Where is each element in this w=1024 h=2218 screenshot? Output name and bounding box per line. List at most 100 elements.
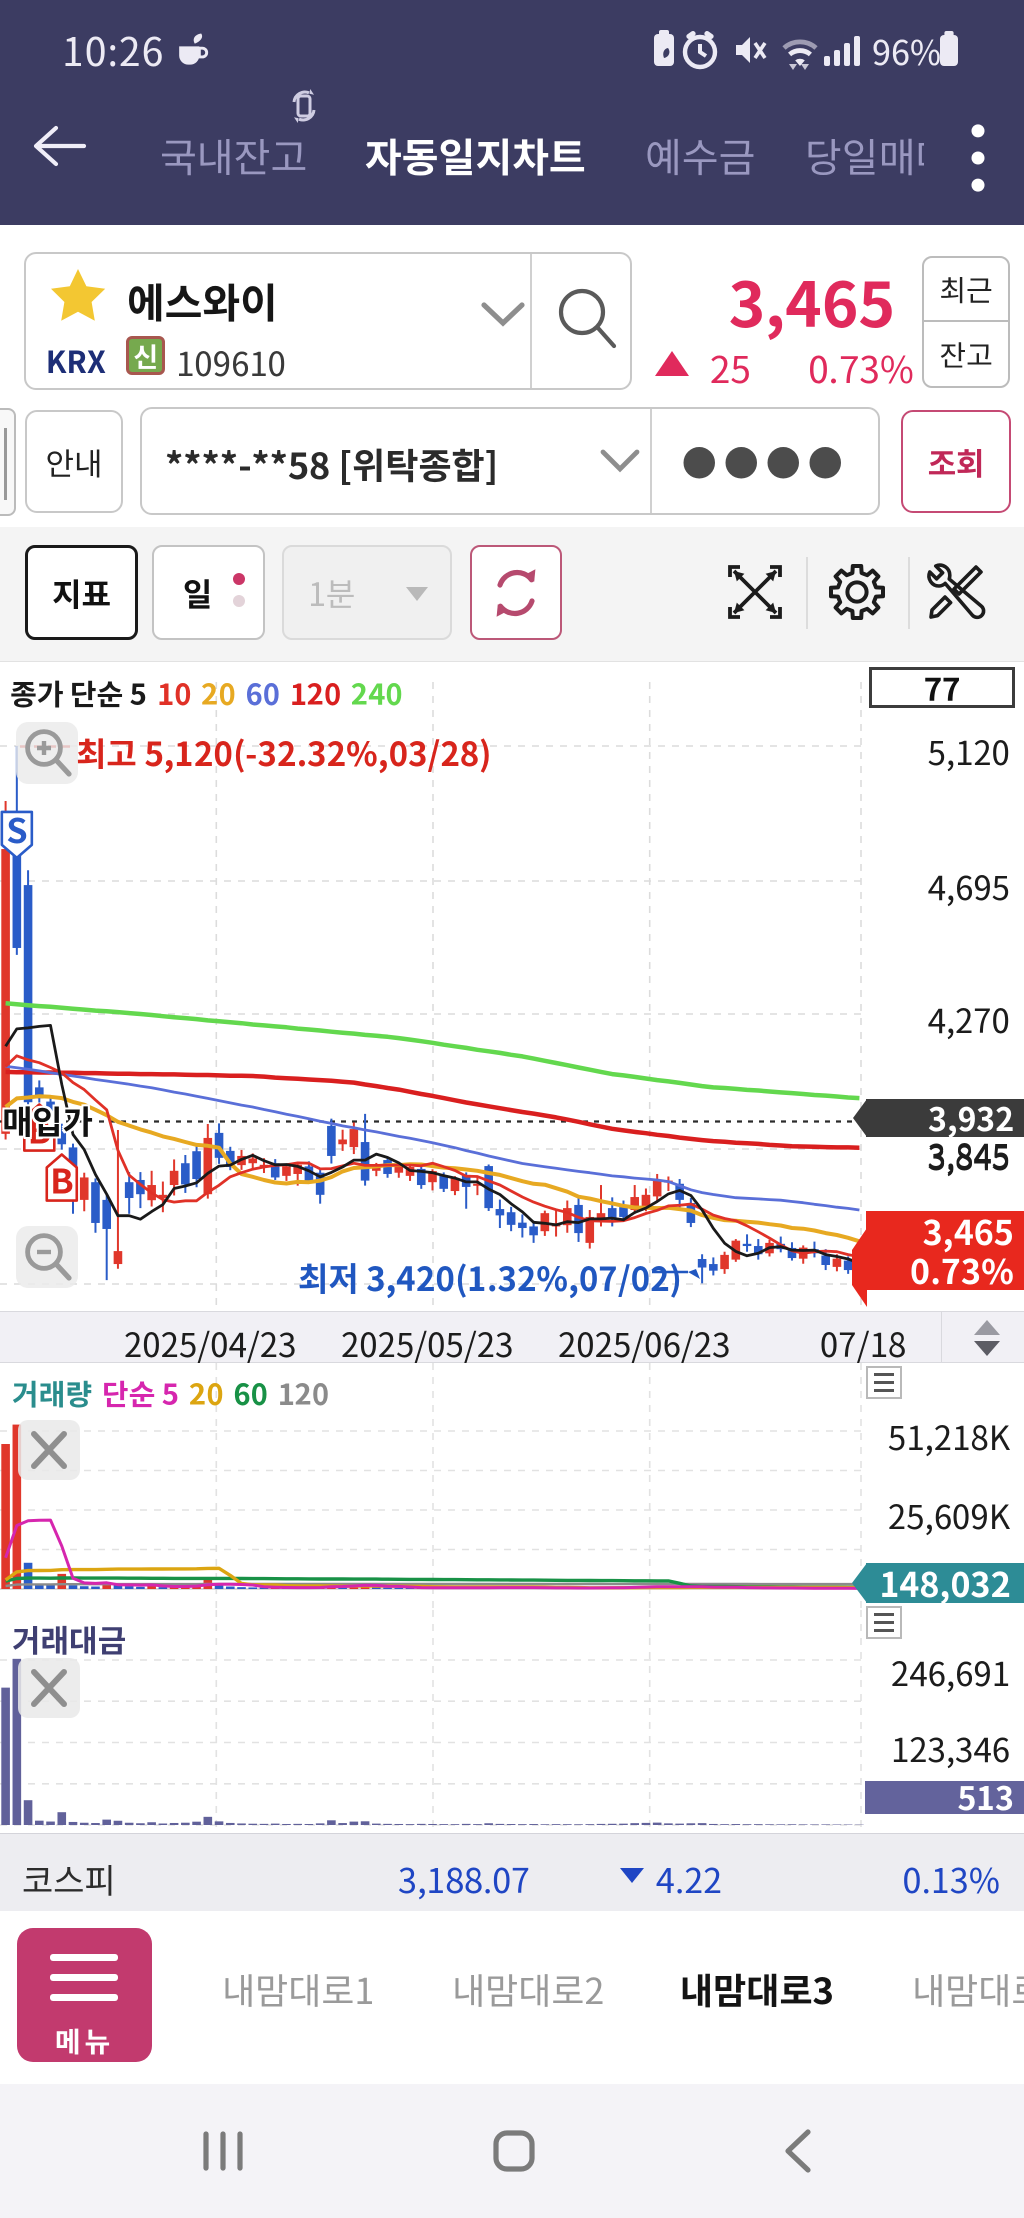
date-label: 2025/05/23 — [341, 1319, 514, 1367]
price-change: 25 — [710, 340, 752, 394]
refresh-icon — [496, 568, 536, 617]
spinner-down-icon — [974, 1341, 1000, 1356]
android-nav-bar — [0, 2084, 1024, 2218]
volume-close-button[interactable] — [18, 1420, 80, 1480]
zoom-in-button[interactable] — [16, 722, 78, 784]
y-axis-label: 3,845 — [927, 1132, 1010, 1180]
volume-y-label: 25,609K — [887, 1491, 1010, 1539]
bottom-tab-2[interactable]: 내맘대로2 — [452, 1963, 605, 2015]
svg-text:96%: 96% — [872, 26, 941, 74]
guide-button[interactable]: 안내 — [25, 410, 123, 513]
bottom-tab-1[interactable]: 내맘대로1 — [222, 1963, 375, 2015]
header-tab-domestic-balance[interactable]: 국내잔고 — [160, 126, 308, 184]
fullscreen-icon[interactable] — [722, 559, 788, 625]
stock-code: 109610 — [176, 338, 286, 386]
svg-text:B: B — [28, 1105, 51, 1154]
account-select[interactable] — [140, 407, 880, 515]
stock-exchange: KRX — [46, 338, 106, 382]
tools-icon[interactable] — [922, 559, 988, 625]
lowest-price-label: 최저 3,420(1.32%,07/02) — [298, 1253, 683, 1301]
stock-dropdown-chevron-icon[interactable] — [478, 297, 528, 331]
volume-chart[interactable] — [0, 1363, 1024, 1610]
indicator-button[interactable]: 지표 — [25, 545, 138, 640]
legend-item: 240 — [351, 672, 403, 714]
candle-count-box[interactable]: 77 — [869, 667, 1015, 708]
volume-tag: 148,032 — [852, 1563, 1024, 1603]
period-button[interactable]: 일 — [152, 545, 265, 640]
recent-button[interactable]: 최근 — [924, 258, 1008, 322]
svg-text:B: B — [50, 1155, 73, 1204]
refresh-button[interactable] — [470, 545, 562, 640]
password-field[interactable]: ●●●● — [681, 435, 850, 487]
price-up-arrow-icon — [655, 351, 689, 376]
more-menu-icon[interactable] — [963, 120, 993, 196]
stock-name: 에스와이 — [127, 270, 278, 330]
bottom-tab-4[interactable]: 내맘대로4 — [912, 1963, 1024, 2013]
main-chart-legend: 종가 단순 5 10 20 60 120 240 — [10, 672, 412, 714]
back-nav-icon[interactable] — [778, 2128, 818, 2174]
index-value: 3,188.07 — [398, 1854, 531, 1903]
pane-resize-handle[interactable] — [866, 1606, 902, 1639]
legend-item: 거래량 — [12, 1372, 93, 1414]
search-icon[interactable] — [552, 284, 620, 356]
bottom-bar: 메뉴 내맘대로1 내맘대로2 내맘대로3 내맘대로4 — [0, 1911, 1024, 2084]
account-box-divider — [650, 409, 652, 513]
legend-item: 종가 단순 5 — [10, 672, 147, 714]
current-price: 3,465 — [728, 255, 895, 345]
index-change-pct: 0.13% — [902, 1854, 1000, 1903]
date-label: 2025/06/23 — [558, 1319, 731, 1367]
date-spinner[interactable] — [974, 1320, 1000, 1356]
current-price-tag: 3,465 0.73% — [852, 1211, 1024, 1307]
price-change-pct: 0.73% — [808, 340, 914, 394]
header-tab-deposit[interactable]: 예수금 — [645, 126, 756, 184]
credit-badge: 신 — [126, 336, 165, 375]
minute-dropdown-arrow-icon — [406, 587, 428, 601]
amount-chart[interactable] — [0, 1610, 1024, 1833]
index-name: 코스피 — [22, 1854, 116, 1903]
bottom-tab-3[interactable]: 내맘대로3 — [680, 1963, 834, 2015]
account-number: ****-**58 [위탁종합] — [165, 438, 499, 490]
query-button[interactable]: 조회 — [901, 410, 1011, 513]
zoom-out-button[interactable] — [16, 1226, 78, 1288]
recents-icon[interactable] — [200, 2130, 246, 2172]
amount-title: 거래대금 — [12, 1616, 127, 1661]
account-dropdown-chevron-icon[interactable] — [598, 446, 642, 476]
back-icon[interactable] — [28, 118, 90, 174]
volume-y-label: 51,218K — [887, 1412, 1010, 1460]
balance-button[interactable]: 잔고 — [939, 333, 993, 375]
legend-item: 60 — [233, 1372, 268, 1414]
stock-selector[interactable] — [24, 252, 632, 390]
index-bar[interactable]: 코스피 3,188.07 4.22 0.13% — [0, 1833, 1024, 1911]
index-change: 4.22 — [656, 1854, 723, 1903]
y-axis-label: 3,845 — [927, 1130, 1010, 1178]
app-header: 국내잔고 자동일지차트 예수금 당일매매 — [0, 89, 1024, 225]
edge-panel-handle[interactable] — [0, 408, 16, 516]
y-axis-label: 4,270 — [927, 995, 1010, 1043]
amount-tag: 513 — [865, 1781, 1024, 1814]
smart-view-icon — [292, 89, 316, 123]
coffee-cup-icon — [179, 33, 209, 65]
status-time: 10:26 — [62, 22, 165, 78]
home-icon[interactable] — [492, 2130, 536, 2172]
legend-item: 20 — [189, 1372, 224, 1414]
menu-button[interactable]: 메뉴 — [17, 1928, 152, 2062]
main-price-chart[interactable]: S BB — [0, 662, 1024, 1311]
legend-item: 단순 5 — [102, 1372, 180, 1414]
amount-close-button[interactable] — [18, 1658, 80, 1718]
chart-toolbar: 지표 일 1분 — [0, 527, 1024, 662]
date-axis: 2025/04/23 2025/05/23 2025/06/23 07/18 — [0, 1311, 1024, 1367]
pane-resize-handle[interactable] — [866, 1366, 902, 1399]
settings-gear-icon[interactable] — [824, 559, 890, 625]
side-buttons: 최근 잔고 — [922, 256, 1010, 388]
highest-price-label: 최고 5,120(-32.32%,03/28) — [76, 728, 492, 776]
favorite-star-icon[interactable] — [47, 266, 109, 326]
header-tab-today-trades[interactable]: 당일매매 — [805, 126, 924, 178]
legend-item: 60 — [245, 672, 280, 714]
minute-select[interactable]: 1분 — [282, 545, 452, 640]
period-dots — [233, 573, 245, 607]
header-tab-auto-journal-chart[interactable]: 자동일지차트 — [365, 126, 586, 184]
legend-item: 120 — [277, 1372, 329, 1414]
volume-legend: 거래량 단순 5 20 60 120 — [12, 1372, 339, 1414]
index-down-arrow-icon — [620, 1868, 644, 1883]
